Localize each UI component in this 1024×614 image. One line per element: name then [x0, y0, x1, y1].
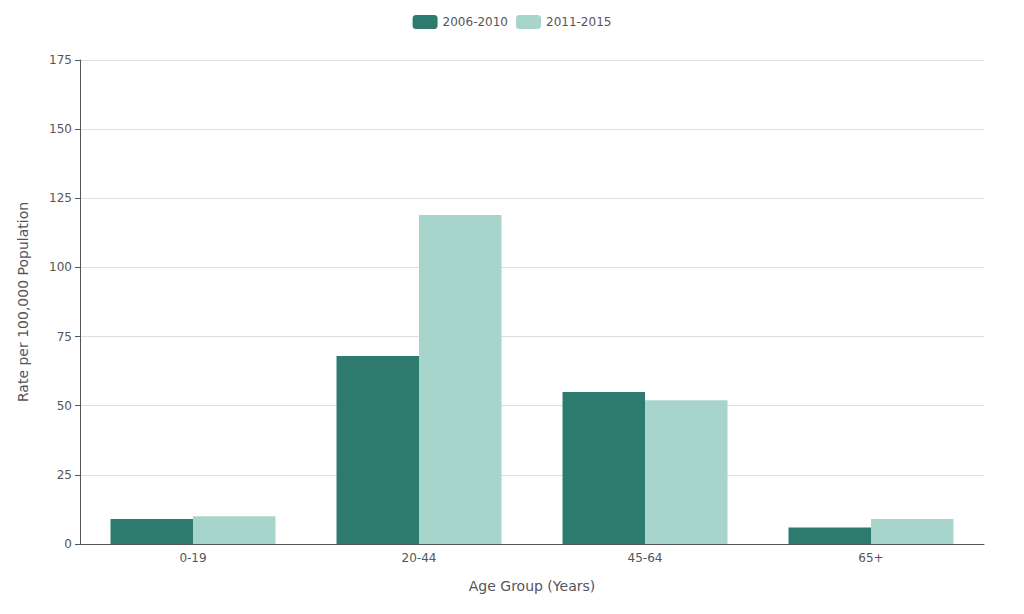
svg-text:0: 0 — [64, 537, 72, 551]
svg-text:2006-2010: 2006-2010 — [443, 15, 508, 29]
svg-text:75: 75 — [57, 330, 72, 344]
svg-text:0-19: 0-19 — [179, 551, 206, 565]
svg-text:2011-2015: 2011-2015 — [546, 15, 611, 29]
svg-text:Rate per 100,000 Population: Rate per 100,000 Population — [15, 202, 31, 402]
svg-text:125: 125 — [49, 191, 72, 205]
svg-text:20-44: 20-44 — [402, 551, 437, 565]
svg-text:100: 100 — [49, 260, 72, 274]
svg-text:45-64: 45-64 — [628, 551, 663, 565]
svg-text:25: 25 — [57, 468, 72, 482]
svg-text:Age Group (Years): Age Group (Years) — [469, 578, 595, 594]
svg-text:65+: 65+ — [858, 551, 883, 565]
svg-text:175: 175 — [49, 53, 72, 67]
svg-text:50: 50 — [57, 399, 72, 413]
svg-text:150: 150 — [49, 122, 72, 136]
